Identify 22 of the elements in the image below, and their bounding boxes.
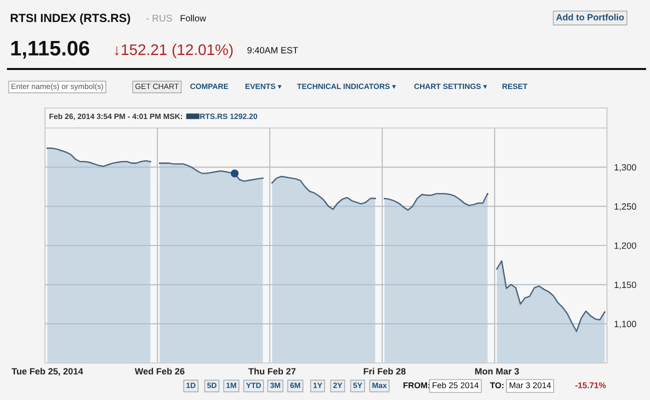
y-tick-label: 1,100 — [614, 320, 636, 328]
x-tick-label: Thu Feb 27 — [248, 368, 296, 374]
chart-title: RTSI INDEX (RTS.RS) — [10, 14, 130, 24]
text: FROM: — [404, 382, 430, 388]
y-tick-label: 1,200 — [614, 242, 636, 250]
text: Follow — [180, 14, 206, 22]
x-tick-label: Fri Feb 28 — [364, 368, 406, 374]
x-tick-label: Wed Feb 26 — [134, 368, 184, 374]
text: Mar 3 2014 — [510, 382, 551, 388]
y-tick-label: 1,300 — [614, 164, 636, 172]
x-tick-label: Mon Mar 3 — [475, 368, 519, 375]
text: - RUS — [146, 14, 172, 22]
text: 9:40AM EST — [247, 47, 298, 54]
text: ↓152.21 (12.01%) — [115, 44, 233, 58]
x-tick-label: Tue Feb 25, 2014 — [12, 368, 84, 376]
text: Feb 25 2014 — [432, 382, 479, 388]
y-tick-label: 1,150 — [614, 282, 636, 290]
text: TO: — [490, 382, 504, 388]
text: Add to Portfolio — [556, 14, 624, 20]
y-tick-label: 1,250 — [614, 203, 636, 211]
text: -15.71% — [575, 382, 606, 388]
chart-subtitle: 1,115.06 — [11, 40, 90, 59]
